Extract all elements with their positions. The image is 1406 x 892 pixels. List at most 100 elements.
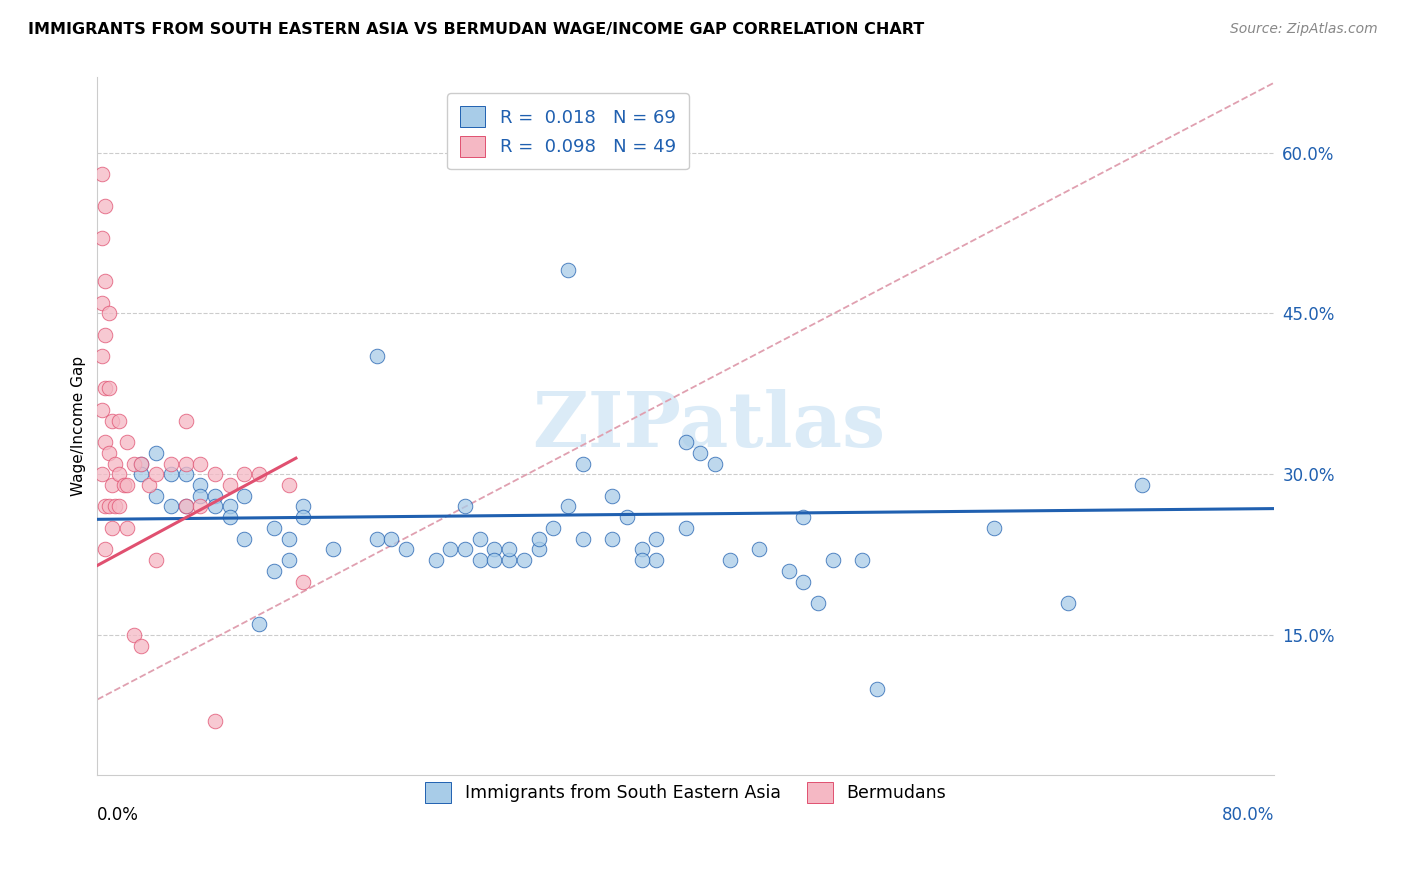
Point xyxy=(174,500,197,514)
Point xyxy=(160,467,183,482)
Point xyxy=(645,532,668,546)
Point xyxy=(174,414,197,428)
Point xyxy=(188,500,211,514)
Point xyxy=(247,617,270,632)
Point xyxy=(630,553,652,567)
Point xyxy=(233,532,256,546)
Point xyxy=(263,564,285,578)
Point xyxy=(145,467,167,482)
Text: Source: ZipAtlas.com: Source: ZipAtlas.com xyxy=(1230,22,1378,37)
Point xyxy=(204,714,226,728)
Point xyxy=(98,306,121,320)
Point xyxy=(527,532,550,546)
Y-axis label: Wage/Income Gap: Wage/Income Gap xyxy=(72,356,86,496)
Point xyxy=(675,521,697,535)
Point xyxy=(90,403,112,417)
Point xyxy=(218,510,240,524)
Point xyxy=(439,542,461,557)
Point xyxy=(630,542,652,557)
Point xyxy=(292,574,315,589)
Point xyxy=(366,349,388,363)
Point xyxy=(93,435,115,450)
Point xyxy=(112,478,135,492)
Point xyxy=(498,542,520,557)
Point xyxy=(792,510,814,524)
Legend: Immigrants from South Eastern Asia, Bermudans: Immigrants from South Eastern Asia, Berm… xyxy=(416,773,955,811)
Point xyxy=(277,532,299,546)
Point xyxy=(90,349,112,363)
Text: 0.0%: 0.0% xyxy=(97,806,139,824)
Point xyxy=(263,521,285,535)
Point xyxy=(395,542,418,557)
Point xyxy=(1130,478,1153,492)
Point xyxy=(145,489,167,503)
Point xyxy=(425,553,447,567)
Point xyxy=(484,542,506,557)
Point xyxy=(600,532,623,546)
Text: 80.0%: 80.0% xyxy=(1222,806,1274,824)
Point xyxy=(131,457,153,471)
Point xyxy=(108,500,131,514)
Point xyxy=(807,596,830,610)
Point xyxy=(104,500,127,514)
Point xyxy=(748,542,770,557)
Point xyxy=(218,500,240,514)
Point xyxy=(616,510,638,524)
Point xyxy=(93,542,115,557)
Point xyxy=(145,446,167,460)
Point xyxy=(233,489,256,503)
Point xyxy=(543,521,565,535)
Point xyxy=(122,628,145,642)
Point xyxy=(101,414,124,428)
Point xyxy=(792,574,814,589)
Point xyxy=(380,532,402,546)
Point xyxy=(983,521,1005,535)
Point xyxy=(93,327,115,342)
Point xyxy=(204,467,226,482)
Point xyxy=(93,274,115,288)
Text: ZIPatlas: ZIPatlas xyxy=(533,389,886,463)
Point xyxy=(90,231,112,245)
Point xyxy=(366,532,388,546)
Point xyxy=(513,553,536,567)
Point xyxy=(101,478,124,492)
Point xyxy=(93,382,115,396)
Point xyxy=(645,553,668,567)
Point xyxy=(90,467,112,482)
Point xyxy=(108,414,131,428)
Point xyxy=(454,542,477,557)
Point xyxy=(851,553,873,567)
Text: IMMIGRANTS FROM SOUTH EASTERN ASIA VS BERMUDAN WAGE/INCOME GAP CORRELATION CHART: IMMIGRANTS FROM SOUTH EASTERN ASIA VS BE… xyxy=(28,22,924,37)
Point xyxy=(292,510,315,524)
Point xyxy=(98,446,121,460)
Point xyxy=(233,467,256,482)
Point xyxy=(718,553,741,567)
Point xyxy=(174,457,197,471)
Point xyxy=(115,521,138,535)
Point xyxy=(90,167,112,181)
Point xyxy=(468,532,491,546)
Point xyxy=(557,263,579,277)
Point xyxy=(188,489,211,503)
Point xyxy=(218,478,240,492)
Point xyxy=(98,382,121,396)
Point xyxy=(93,500,115,514)
Point xyxy=(174,467,197,482)
Point xyxy=(145,553,167,567)
Point xyxy=(188,478,211,492)
Point xyxy=(93,199,115,213)
Point xyxy=(498,553,520,567)
Point xyxy=(527,542,550,557)
Point xyxy=(90,295,112,310)
Point xyxy=(115,435,138,450)
Point xyxy=(292,500,315,514)
Point xyxy=(188,457,211,471)
Point xyxy=(138,478,160,492)
Point xyxy=(571,532,593,546)
Point xyxy=(104,457,127,471)
Point xyxy=(866,681,889,696)
Point xyxy=(131,639,153,653)
Point xyxy=(454,500,477,514)
Point xyxy=(1057,596,1080,610)
Point xyxy=(160,500,183,514)
